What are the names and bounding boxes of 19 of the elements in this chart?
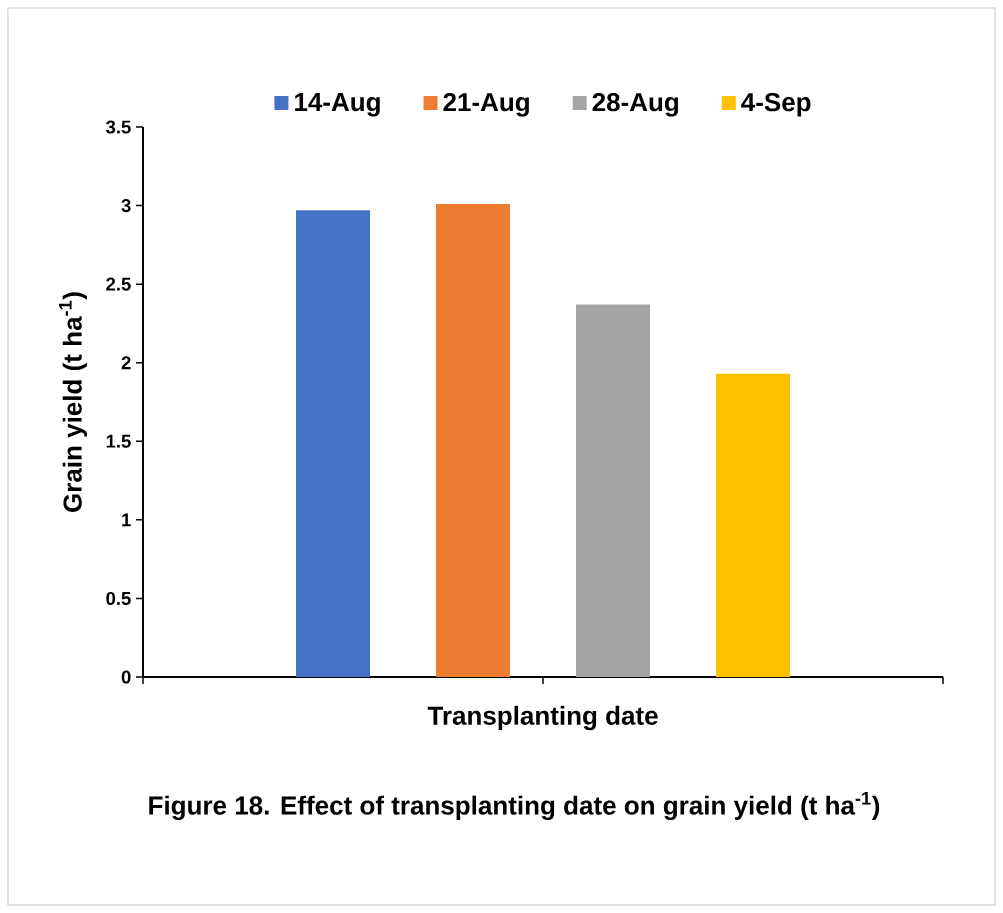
legend-label: 28-Aug xyxy=(592,92,679,117)
y-tick-label: 3.5 xyxy=(106,120,131,134)
y-tick-label: 3 xyxy=(121,199,131,213)
legend-label: 4-Sep xyxy=(741,92,811,117)
bar xyxy=(716,373,791,678)
y-axis-title: Grain yield (t ha$^{-1}$) xyxy=(59,292,87,512)
x-axis-title: Transplanting date xyxy=(427,705,658,731)
y-tick-label: 2.5 xyxy=(106,277,131,291)
y-tick-label: 0.5 xyxy=(106,591,131,605)
y-tick-label: 2 xyxy=(121,356,131,370)
bar xyxy=(436,204,511,678)
legend-label: 14-Aug xyxy=(295,93,380,117)
y-tick-label: 1.5 xyxy=(106,434,131,448)
legend-label: 21-Aug xyxy=(443,92,529,117)
y-tick-label: 0 xyxy=(121,670,131,684)
y-tick-label: 1 xyxy=(122,513,131,527)
bar xyxy=(296,210,371,678)
caption: Figure 18. Effect of transplanting date on grain yield (t ha$^{-1}$) xyxy=(149,792,880,821)
bar xyxy=(576,304,651,678)
